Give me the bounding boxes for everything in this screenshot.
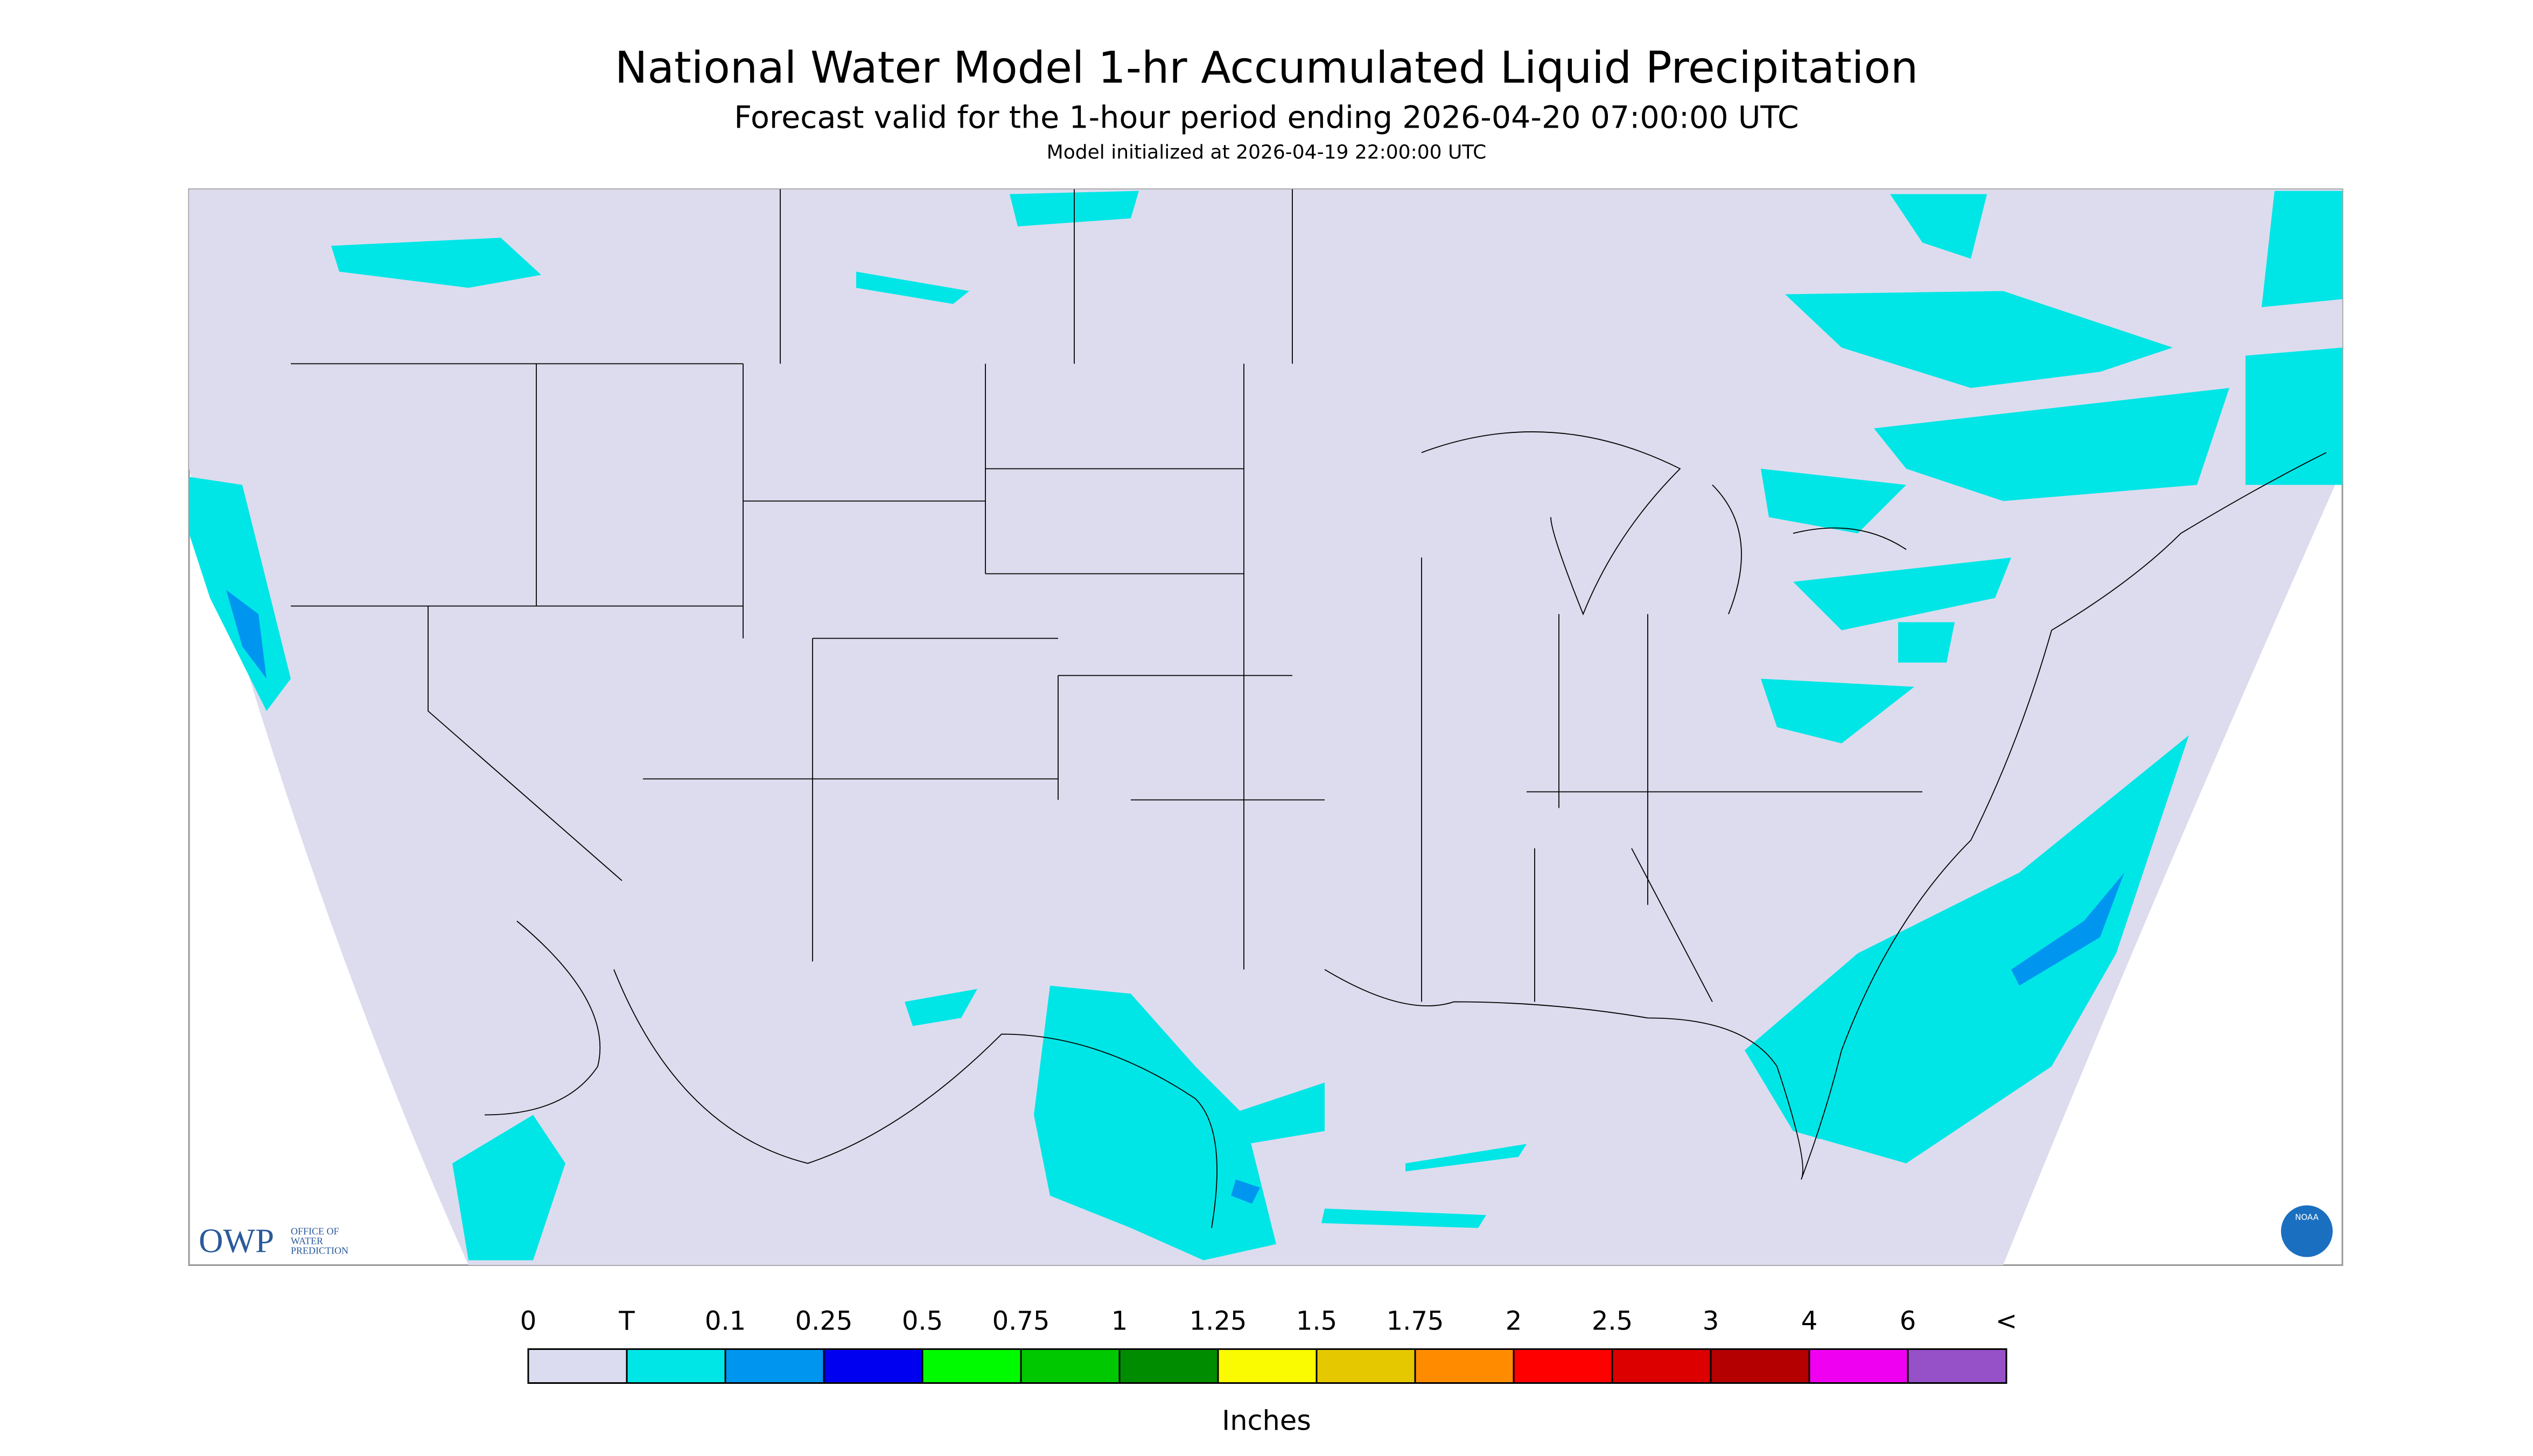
legend-swatch: [1316, 1348, 1416, 1384]
legend-label: 3: [1703, 1306, 1719, 1336]
legend-swatch: [823, 1348, 923, 1384]
owp-logo: OWP: [199, 1222, 274, 1260]
legend-label: 0.5: [902, 1306, 943, 1336]
legend-label: 0.75: [992, 1306, 1050, 1336]
legend-label: 0.25: [795, 1306, 853, 1336]
legend-swatch: [1611, 1348, 1712, 1384]
noaa-logo: [2281, 1205, 2333, 1257]
legend-label: T: [618, 1306, 635, 1336]
legend-swatch: [1414, 1348, 1515, 1384]
legend-label: 2.5: [1592, 1306, 1633, 1336]
owp-logo-text: PREDICTION: [291, 1245, 348, 1256]
title: National Water Model 1-hr Accumulated Li…: [615, 43, 1918, 94]
legend-label: 1.75: [1387, 1306, 1444, 1336]
legend-swatch: [1217, 1348, 1318, 1384]
legend-label: <: [1996, 1306, 2017, 1336]
legend-swatch: [1907, 1348, 2007, 1384]
owp-logo-text: OFFICE OF: [291, 1226, 339, 1237]
legend-swatch: [1118, 1348, 1219, 1384]
legend-swatch: [1513, 1348, 1613, 1384]
legend-swatch: [1808, 1348, 1909, 1384]
noaa-text: NOAA: [2295, 1213, 2319, 1222]
legend-label: 1.25: [1189, 1306, 1247, 1336]
legend-swatch: [1020, 1348, 1121, 1384]
legend-swatch: [626, 1348, 726, 1384]
legend-unit: Inches: [1222, 1405, 1311, 1437]
subtitle: Forecast valid for the 1-hour period end…: [734, 100, 1799, 136]
legend-swatch: [527, 1348, 628, 1384]
legend: 0 T 0.1 0.25 0.5 0.75 1 1.25 1.5 1.75 2 2.5 3 4 6 <: [520, 1306, 2017, 1384]
legend-label: 1: [1111, 1306, 1128, 1336]
legend-swatch: [724, 1348, 825, 1384]
legend-label: 0.1: [705, 1306, 746, 1336]
legend-swatch: [1710, 1348, 1810, 1384]
legend-label: 0: [520, 1306, 537, 1336]
legend-label: 2: [1506, 1306, 1522, 1336]
legend-label: 1.5: [1296, 1306, 1337, 1336]
owp-logo-text: WATER: [291, 1236, 323, 1247]
legend-label: 4: [1801, 1306, 1818, 1336]
legend-label: 6: [1900, 1306, 1916, 1336]
init-time: Model initialized at 2026-04-19 22:00:00…: [1047, 142, 1487, 164]
legend-swatch: [921, 1348, 1022, 1384]
